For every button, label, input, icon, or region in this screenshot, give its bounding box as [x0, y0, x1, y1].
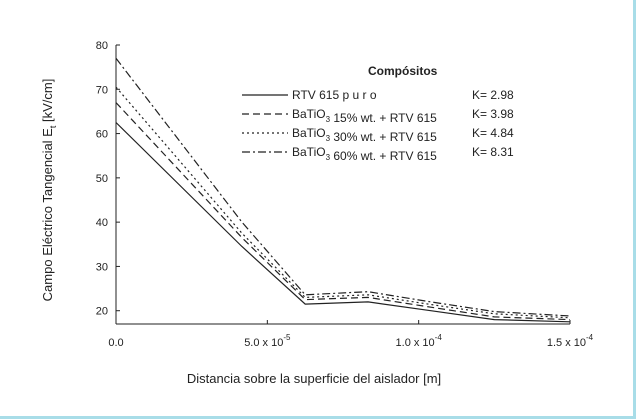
legend-entry-label: BaTiO3 30% wt. + RTV 615 [292, 126, 437, 144]
legend: Compósitos RTV 615 p u r o K= 2.98 BaTiO3 … [242, 64, 514, 163]
y-tick-label: 20 [96, 306, 108, 318]
legend-entry-label: BaTiO3 60% wt. + RTV 615 [292, 145, 437, 163]
axis-ticks: 20 30 40 50 60 70 80 0.0 5.0 x 10-5 1.0 x 10-4 1.5… [96, 40, 594, 349]
series-line-2 [115, 102, 571, 321]
y-tick-label: 40 [96, 217, 108, 229]
y-tick-label: 80 [96, 40, 108, 52]
legend-title: Compósitos [368, 64, 438, 78]
y-axis-title-main: Campo Eléctrico Tangencial E [40, 128, 55, 302]
x-tick-label: 1.5 x 10-4 [547, 333, 594, 349]
x-axis-title: Distancia sobre la superficie del aislad… [187, 371, 441, 386]
series-lines [115, 57, 571, 323]
y-tick-label: 30 [96, 261, 108, 273]
legend-entry-k-value: K= 8.31 [472, 145, 514, 159]
y-tick-label: 70 [96, 84, 108, 96]
axes [115, 45, 570, 325]
y-tick-label: 50 [96, 173, 108, 185]
y-axis-title-unit: [kV/cm] [40, 79, 55, 126]
y-tick-label: 60 [96, 129, 108, 141]
series-line-1 [115, 122, 571, 323]
legend-entry-k-value: K= 3.98 [472, 107, 514, 121]
legend-entry-k-value: K= 4.84 [472, 126, 514, 140]
series-line-3 [115, 86, 571, 319]
x-tick-label: 1.0 x 10-4 [396, 333, 443, 349]
x-tick-label: 5.0 x 10-5 [244, 333, 291, 349]
legend-entry-label: BaTiO3 15% wt. + RTV 615 [292, 107, 437, 125]
x-tick-label: 0.0 [108, 337, 123, 349]
y-axis-title-subscript: t [48, 125, 58, 128]
y-axis-title: Campo Eléctrico Tangencial Et [kV/cm] [40, 79, 58, 302]
legend-entry-label: RTV 615 p u r o [292, 88, 377, 102]
legend-entry-k-value: K= 2.98 [472, 88, 514, 102]
